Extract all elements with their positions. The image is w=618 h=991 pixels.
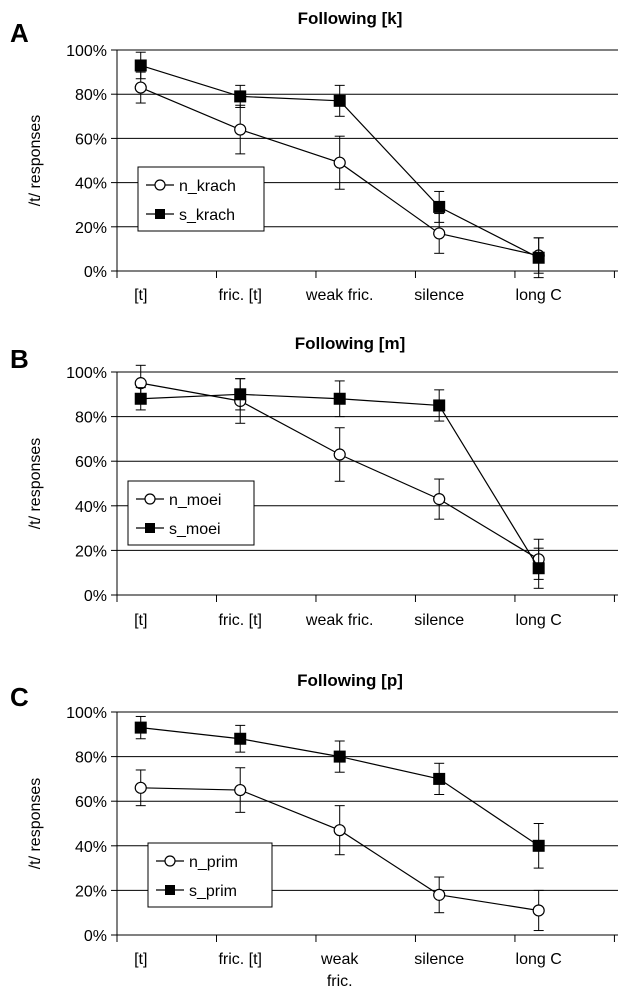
chart-c: C Following [p] /t/ responses 0% 20% 40% 60% 80… xyxy=(10,671,618,990)
data-point-s_prim xyxy=(134,721,147,734)
panel-b: B Following [m] /t/ responses 0% 20% 40% 60% 80… xyxy=(0,325,618,650)
panel-letter-a: A xyxy=(10,18,29,48)
legend-label-s_krach: s_krach xyxy=(179,207,235,224)
y-tick-label-b: 0% xyxy=(84,588,107,605)
legend-marker-n_krach xyxy=(154,179,166,191)
y-tick-label-a: 80% xyxy=(75,87,107,104)
legend-label-n_prim: n_prim xyxy=(189,854,238,871)
y-tick-label-b: 40% xyxy=(75,499,107,516)
panel-a: A Following [k] /t/ responses 0% 20% 40% 60% 80… xyxy=(0,0,618,325)
y-tick-label-c: 20% xyxy=(75,883,107,900)
data-point-n_prim xyxy=(433,888,446,901)
data-point-s_prim xyxy=(234,732,247,745)
chart-title-b: Following [m] xyxy=(295,334,405,353)
chart-a: A Following [k] /t/ responses 0% 20% 40% 60% 80… xyxy=(10,9,618,304)
data-point-n_prim xyxy=(532,904,545,917)
data-point-n_prim xyxy=(134,781,147,794)
y-tick-label-c: 80% xyxy=(75,750,107,767)
x-tick-label-c: silence xyxy=(414,951,464,968)
x-tick-label-c: weak xyxy=(320,951,359,968)
data-point-n_krach xyxy=(333,156,346,169)
y-tick-label-c: 0% xyxy=(84,928,107,945)
y-tick-label-a: 60% xyxy=(75,131,107,148)
y-axis-label-c: /t/ responses xyxy=(27,778,44,870)
data-point-s_prim xyxy=(433,772,446,785)
data-point-n_prim xyxy=(333,824,346,837)
legend-marker-s_krach xyxy=(155,209,165,219)
data-point-s_moei xyxy=(433,399,446,412)
legend-box-b xyxy=(127,480,255,546)
x-tick-label-c: fric. xyxy=(327,973,353,986)
y-tick-label-c: 60% xyxy=(75,794,107,811)
y-tick-label-b: 100% xyxy=(66,365,107,382)
data-point-s_prim xyxy=(532,839,545,852)
data-point-n_moei xyxy=(333,448,346,461)
data-point-s_krach xyxy=(433,200,446,213)
x-tick-label-b: silence xyxy=(414,612,464,629)
y-tick-label-c: 40% xyxy=(75,839,107,856)
y-tick-label-b: 80% xyxy=(75,410,107,427)
legend-label-n_krach: n_krach xyxy=(179,178,236,195)
y-tick-label-a: 0% xyxy=(84,264,107,281)
x-tick-label-b: weak fric. xyxy=(305,612,374,629)
data-point-s_moei xyxy=(333,392,346,405)
data-point-s_krach xyxy=(234,90,247,103)
legend-label-s_moei: s_moei xyxy=(169,521,221,538)
x-tick-label-c: [t] xyxy=(134,951,147,968)
y-tick-label-a: 20% xyxy=(75,220,107,237)
x-tick-label-b: long C xyxy=(516,612,562,629)
legend-marker-n_moei xyxy=(144,493,156,505)
data-point-s_krach xyxy=(532,251,545,264)
x-tick-label-c: long C xyxy=(516,951,562,968)
data-point-s_moei xyxy=(234,388,247,401)
legend-marker-n_prim xyxy=(164,855,176,867)
y-axis-label-a: /t/ responses xyxy=(27,115,44,207)
y-tick-label-b: 60% xyxy=(75,454,107,471)
y-tick-label-c: 100% xyxy=(66,705,107,722)
y-tick-label-b: 20% xyxy=(75,543,107,560)
data-point-n_krach xyxy=(234,123,247,136)
data-point-n_krach xyxy=(134,81,147,94)
legend-marker-s_moei xyxy=(145,523,155,533)
x-tick-label-a: [t] xyxy=(134,287,147,304)
panel-letter-c: C xyxy=(10,682,29,712)
chart-title-c: Following [p] xyxy=(297,671,403,690)
data-point-n_moei xyxy=(134,377,147,390)
x-tick-label-a: long C xyxy=(516,287,562,304)
data-point-s_moei xyxy=(134,392,147,405)
y-axis-label-b: /t/ responses xyxy=(27,438,44,530)
chart-b: B Following [m] /t/ responses 0% 20% 40% 60% 80… xyxy=(10,334,618,629)
data-point-n_prim xyxy=(234,783,247,797)
y-tick-label-a: 40% xyxy=(75,176,107,193)
data-point-n_krach xyxy=(433,227,446,240)
x-tick-label-a: silence xyxy=(414,287,464,304)
data-point-s_krach xyxy=(333,94,346,107)
x-tick-label-c: fric. [t] xyxy=(218,951,262,968)
y-tick-label-a: 100% xyxy=(66,43,107,60)
data-point-s_moei xyxy=(532,562,545,575)
x-tick-label-b: [t] xyxy=(134,612,147,629)
legend-label-s_prim: s_prim xyxy=(189,883,237,900)
legend-box-a xyxy=(137,166,265,232)
chart-title-a: Following [k] xyxy=(298,9,403,28)
data-point-s_prim xyxy=(333,750,346,763)
legend-marker-s_prim xyxy=(165,885,175,895)
legend-box-c xyxy=(147,842,273,908)
x-tick-label-b: fric. [t] xyxy=(218,612,262,629)
data-point-s_krach xyxy=(134,59,147,72)
legend-label-n_moei: n_moei xyxy=(169,492,221,509)
x-tick-label-a: fric. [t] xyxy=(218,287,262,304)
panel-c: C Following [p] /t/ responses 0% 20% 40% 60% 80… xyxy=(0,650,618,990)
data-point-n_moei xyxy=(433,493,446,506)
x-tick-label-a: weak fric. xyxy=(305,287,374,304)
panel-letter-b: B xyxy=(10,344,29,374)
